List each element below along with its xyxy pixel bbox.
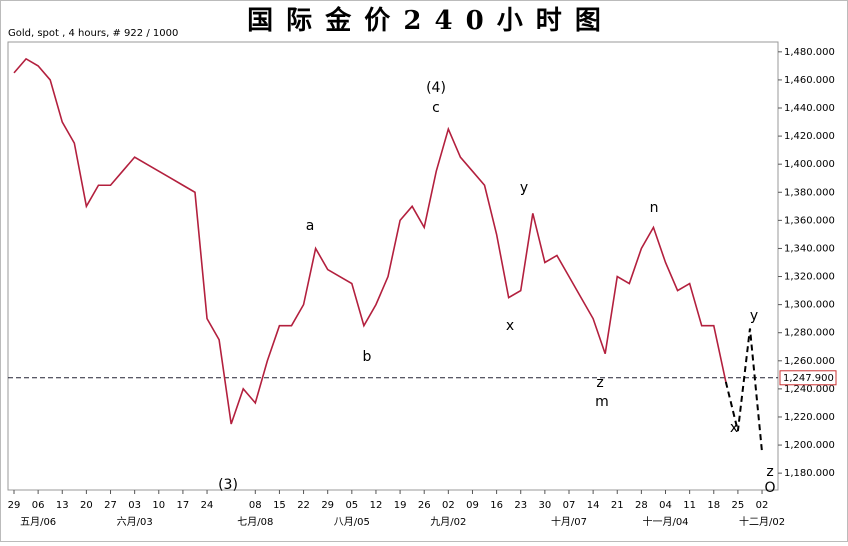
y-tick-label: 1,300.000	[784, 300, 835, 311]
wave-label: y	[520, 180, 528, 196]
y-tick-label: 1,460.000	[784, 75, 835, 86]
wave-label: b	[363, 349, 372, 365]
x-tick-label: 20	[80, 500, 93, 511]
y-tick-label: 1,200.000	[784, 440, 835, 451]
y-tick-label: 1,220.000	[784, 412, 835, 423]
y-tick-label: 1,440.000	[784, 103, 835, 114]
x-tick-label: 30	[538, 500, 551, 511]
x-tick-label: 23	[514, 500, 527, 511]
x-tick-label: 15	[273, 500, 286, 511]
month-label: 九月/02	[430, 516, 466, 528]
y-tick-label: 1,420.000	[784, 131, 835, 142]
x-tick-label: 26	[418, 500, 431, 511]
x-tick-label: 27	[104, 500, 117, 511]
x-tick-label: 14	[587, 500, 600, 511]
projection-line	[724, 328, 764, 453]
wave-label: O	[764, 480, 775, 496]
y-tick-label: 1,360.000	[784, 215, 835, 226]
wave-label: x	[506, 318, 514, 334]
month-label: 五月/06	[20, 516, 56, 528]
month-label: 十月/07	[551, 515, 587, 528]
x-tick-label: 18	[707, 500, 720, 511]
month-label: 七月/08	[237, 516, 273, 528]
wave-label: y	[750, 308, 758, 324]
price-line	[13, 57, 727, 425]
wave-label: (4)	[426, 80, 446, 96]
month-label: 八月/05	[334, 516, 370, 528]
x-tick-label: 10	[152, 500, 165, 511]
x-tick-label: 07	[563, 500, 576, 511]
wave-label: z	[596, 375, 603, 391]
plot-area	[7, 41, 779, 491]
y-tick-label: 1,320.000	[784, 272, 835, 283]
x-tick-label: 21	[611, 500, 624, 511]
x-tick-label: 29	[321, 500, 334, 511]
x-tick-label: 16	[490, 500, 503, 511]
x-tick-label: 05	[345, 500, 358, 511]
month-label: 六月/03	[117, 516, 153, 528]
x-tick-label: 03	[128, 500, 141, 511]
y-tick-label: 1,260.000	[784, 356, 835, 367]
last-price-label: 1,247.900	[783, 373, 834, 384]
x-tick-label: 09	[466, 500, 479, 511]
chart-subtitle: Gold, spot , 4 hours, # 922 / 1000	[8, 28, 178, 39]
month-label: 十二月/02	[739, 515, 785, 528]
wave-label: x	[730, 420, 738, 436]
last-price-box	[779, 370, 837, 386]
x-tick-label: 17	[177, 500, 190, 511]
wave-label: a	[306, 218, 315, 234]
x-tick-label: 02	[756, 500, 769, 511]
wave-label: n	[650, 200, 659, 216]
y-tick-label: 1,380.000	[784, 187, 835, 198]
x-tick-label: 29	[8, 500, 21, 511]
month-label: 十一月/04	[642, 515, 688, 528]
y-tick-label: 1,400.000	[784, 159, 835, 170]
x-tick-label: 11	[683, 500, 696, 511]
x-tick-label: 28	[635, 500, 648, 511]
chart-title: 国 际 金 价 2 4 0 小 时 图	[247, 5, 603, 36]
wave-label: c	[432, 100, 440, 116]
wave-label: (3)	[218, 477, 238, 493]
x-tick-label: 19	[394, 500, 407, 511]
x-tick-label: 24	[201, 500, 214, 511]
x-tick-label: 12	[370, 500, 383, 511]
x-tick-label: 06	[32, 500, 45, 511]
x-tick-label: 25	[732, 500, 745, 511]
y-tick-label: 1,340.000	[784, 243, 835, 254]
x-tick-label: 22	[297, 500, 310, 511]
y-tick-label: 1,240.000	[784, 384, 835, 395]
y-tick-label: 1,180.000	[784, 468, 835, 479]
x-tick-label: 13	[56, 500, 69, 511]
wave-label: m	[595, 394, 609, 410]
x-tick-label: 04	[659, 500, 672, 511]
wave-label: z	[766, 464, 773, 480]
y-tick-label: 1,480.000	[784, 47, 835, 58]
x-tick-label: 08	[249, 500, 262, 511]
y-tick-label: 1,280.000	[784, 328, 835, 339]
x-tick-label: 02	[442, 500, 455, 511]
